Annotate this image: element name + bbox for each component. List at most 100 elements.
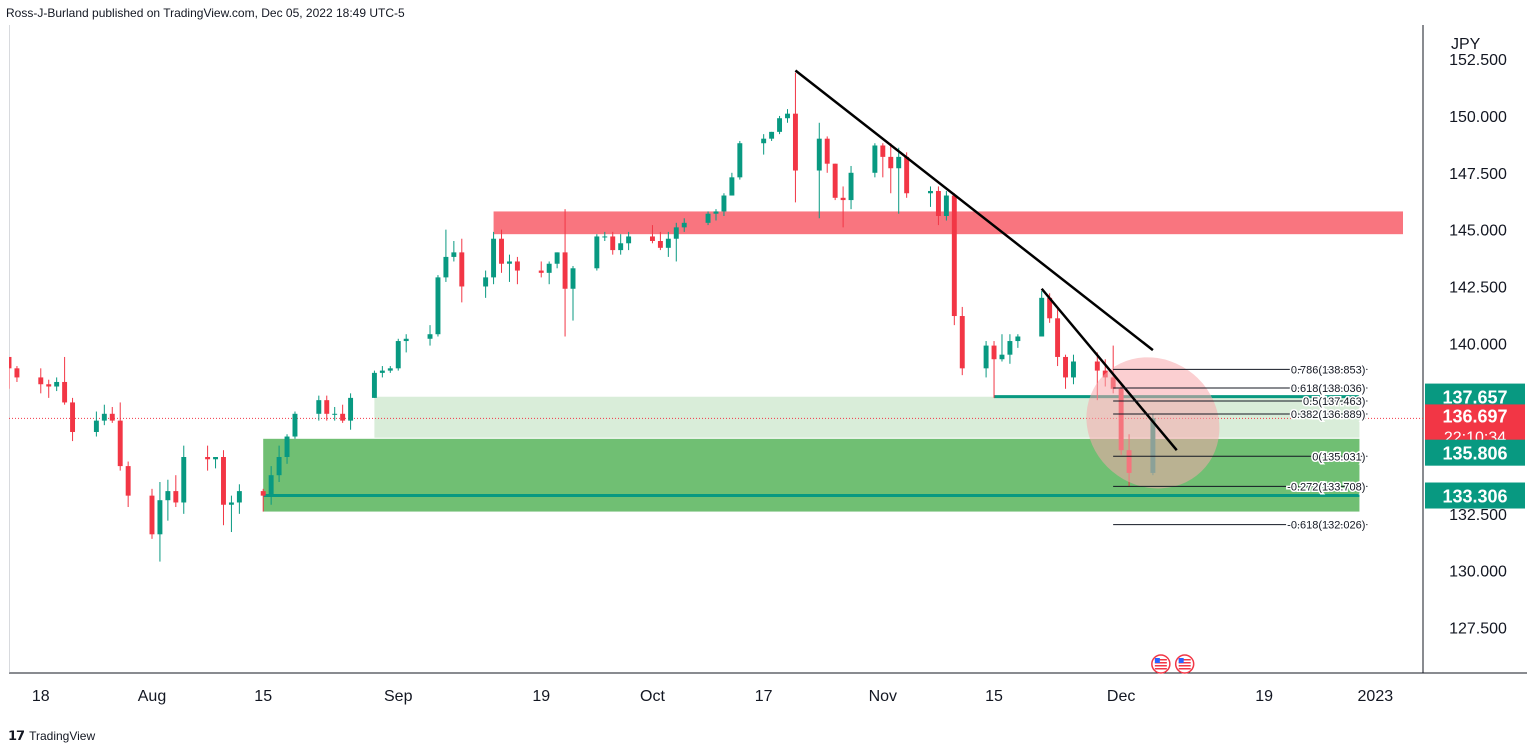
candle: [824, 136, 830, 173]
candle-body: [236, 491, 242, 503]
candle: [205, 445, 211, 471]
candle-body: [1047, 297, 1053, 319]
candle-body: [792, 113, 798, 171]
candle-body: [570, 268, 576, 289]
y-tick-label: 130.000: [1449, 564, 1507, 581]
x-tick-label: 19: [1255, 688, 1273, 705]
candle: [769, 131, 775, 141]
candle-body: [626, 236, 632, 244]
candle: [1055, 309, 1061, 367]
candle: [935, 186, 941, 226]
candle-body: [983, 345, 989, 369]
candle-body: [610, 236, 616, 251]
candle-body: [673, 227, 679, 239]
candle: [228, 495, 234, 533]
candle-body: [618, 243, 624, 251]
candle: [594, 234, 600, 271]
candle: [499, 229, 504, 273]
candle: [618, 234, 624, 255]
last-price-value: 136.697: [1442, 406, 1507, 426]
fib-level-label: 0.618(138.036): [1291, 383, 1366, 395]
candle-body: [1094, 361, 1100, 371]
candle-body: [777, 118, 783, 132]
candle: [729, 172, 735, 196]
candle: [673, 222, 679, 262]
fib-level-label: 0.5(137.463): [1303, 396, 1365, 408]
candle: [268, 466, 274, 505]
us-flag-event-icon[interactable]: [1151, 654, 1171, 674]
candle-body: [260, 491, 266, 496]
flag-canton: [1178, 658, 1184, 663]
candle-body: [292, 413, 298, 437]
level-label-value: 133.306: [1442, 487, 1507, 507]
tradingview-logo[interactable]: 𝟭𝟳 TradingView: [8, 728, 95, 744]
candle-body: [228, 502, 234, 505]
y-tick-label: 152.500: [1449, 52, 1507, 69]
candle: [14, 366, 20, 382]
candle: [514, 256, 520, 285]
candle: [395, 338, 401, 371]
candle-body: [54, 381, 60, 387]
candle: [221, 450, 226, 526]
candle-body: [316, 400, 322, 414]
candle: [157, 482, 163, 562]
candle: [38, 368, 44, 394]
level-label-value: 137.657: [1442, 388, 1507, 408]
candle-body: [594, 236, 600, 269]
major-downtrend-line: [794, 69, 1154, 352]
candlestick-chart[interactable]: 0.786(138.853) 0.618(138.036)0.5(137.463)…: [9, 25, 1527, 720]
candle: [427, 325, 433, 346]
chart-area[interactable]: 0.786(138.853) 0.618(138.036) 0.5(137.463)…: [9, 25, 1527, 720]
y-tick-label: 127.500: [1449, 621, 1507, 638]
candle-body: [896, 156, 902, 169]
candle: [340, 404, 346, 423]
x-tick-label: 19: [532, 688, 550, 705]
x-tick-label: Dec: [1107, 688, 1135, 705]
candle-body: [657, 241, 663, 248]
candle: [832, 163, 838, 201]
candle-body: [943, 195, 949, 216]
candle: [657, 231, 663, 251]
flag-canton: [1154, 658, 1160, 663]
candle: [610, 231, 616, 255]
candle: [761, 134, 767, 155]
candle-body: [491, 238, 497, 278]
candle-body: [848, 172, 854, 201]
candle: [840, 186, 846, 228]
candle: [1063, 354, 1068, 389]
level-label-value: 135.806: [1442, 444, 1507, 464]
us-flag-event-icon[interactable]: [1174, 654, 1195, 674]
y-tick-label: 142.500: [1449, 279, 1507, 296]
candle-body: [737, 143, 743, 178]
candle: [1015, 334, 1021, 348]
fib-level-label: 0(135.031): [1312, 451, 1365, 463]
candle-body: [729, 177, 735, 196]
candle-body: [681, 222, 687, 228]
candle: [101, 404, 107, 426]
x-tick-label: 18: [32, 688, 50, 705]
candle: [554, 252, 560, 269]
flag-stripe: [1154, 659, 1167, 661]
tradingview-logo-icon: 𝟭𝟳: [8, 728, 25, 743]
candle-body: [117, 420, 123, 467]
candle-body: [324, 400, 330, 414]
candle: [777, 115, 783, 135]
candle: [816, 122, 822, 219]
candle: [236, 484, 242, 514]
candle-body: [173, 491, 179, 503]
candle: [459, 238, 465, 303]
x-tick-label: 15: [985, 688, 1003, 705]
candle-body: [546, 263, 552, 273]
candle-body: [880, 145, 886, 157]
candle: [379, 366, 385, 378]
candle: [665, 231, 671, 257]
candle-body: [769, 131, 775, 139]
candle-body: [276, 457, 282, 476]
tradingview-brand-label: TradingView: [29, 729, 96, 743]
candle-body: [562, 252, 568, 289]
candle: [46, 379, 52, 398]
candle: [371, 370, 377, 398]
candle: [451, 241, 457, 262]
candle: [785, 109, 790, 123]
candle-body: [332, 413, 338, 415]
